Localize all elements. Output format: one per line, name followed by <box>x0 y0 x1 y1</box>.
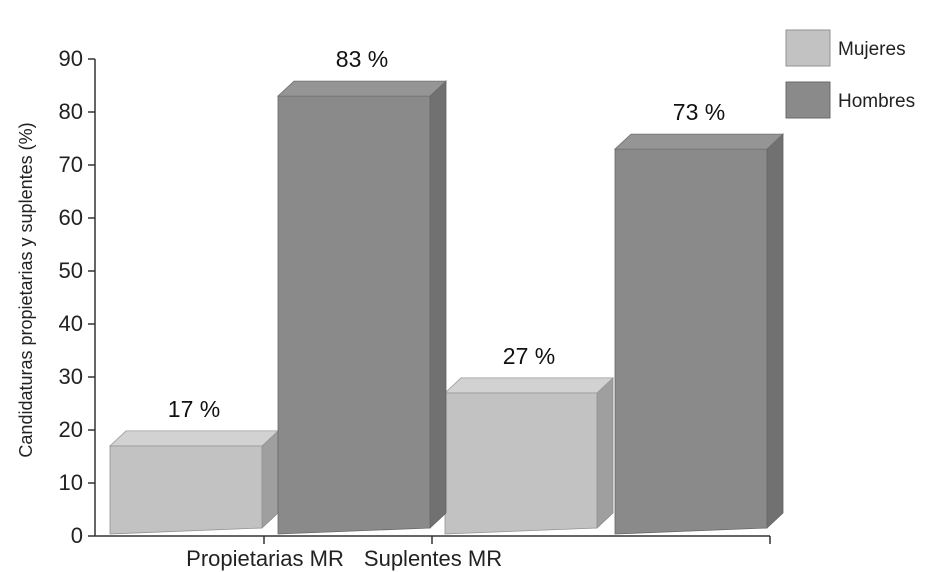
legend: Mujeres Hombres <box>785 29 915 119</box>
bar-front-face <box>109 445 263 535</box>
bar-mujeres-1 <box>443 376 615 535</box>
legend-swatch <box>785 29 831 67</box>
bar-mujeres-0 <box>108 429 280 535</box>
y-tick-label: 30 <box>59 364 83 389</box>
y-tick-label: 90 <box>59 46 83 71</box>
bar-front-face <box>444 392 598 535</box>
legend-item-hombres: Hombres <box>785 81 915 119</box>
data-label: 73 % <box>673 99 725 125</box>
data-label: 83 % <box>336 46 388 72</box>
bar-side-face <box>261 429 279 529</box>
bar-side-face <box>766 133 784 529</box>
bar-side-face <box>429 80 447 529</box>
x-category-label: Propietarias MR <box>186 546 344 571</box>
y-tick-label: 10 <box>59 470 83 495</box>
y-tick-label: 20 <box>59 417 83 442</box>
bar-side-face <box>596 376 614 529</box>
legend-swatch <box>785 81 831 119</box>
y-tick-label: 80 <box>59 99 83 124</box>
y-tick-label: 60 <box>59 205 83 230</box>
y-tick-label: 50 <box>59 258 83 283</box>
y-axis-title: Candidaturas propietarias y suplentes (%… <box>16 122 36 457</box>
y-tick-label: 40 <box>59 311 83 336</box>
bar-top-face <box>108 430 280 447</box>
bar-front-face <box>614 148 768 535</box>
axes-layer: 0 10 20 30 40 50 60 70 80 90 Propietarias MR Suplen… <box>59 46 771 571</box>
bar-top-face <box>613 133 785 150</box>
y-tick-label: 70 <box>59 152 83 177</box>
legend-item-mujeres: Mujeres <box>785 29 906 67</box>
bar-top-face <box>276 80 448 97</box>
labels-layer: 17 % 27 % 83 % 73 % <box>168 46 725 422</box>
data-label: 27 % <box>503 343 555 369</box>
x-category-label: Suplentes MR <box>364 546 502 571</box>
y-tick-label: 0 <box>71 523 83 548</box>
bar-hombres-0 <box>276 80 448 535</box>
data-label: 17 % <box>168 396 220 422</box>
bar-front-face <box>277 95 431 535</box>
bar-top-face <box>443 377 615 394</box>
bars-layer <box>108 80 785 535</box>
legend-label: Mujeres <box>838 39 906 60</box>
legend-label: Hombres <box>838 91 915 112</box>
bar-hombres-1 <box>613 133 785 535</box>
